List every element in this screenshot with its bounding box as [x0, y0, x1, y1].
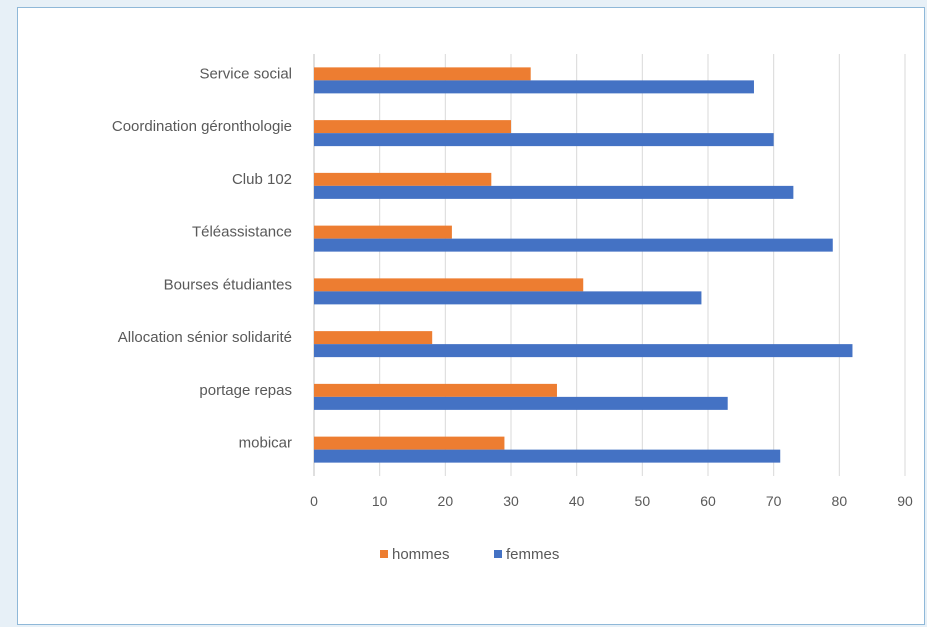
x-tick-label: 0: [310, 493, 318, 509]
category-label: mobicar: [239, 435, 292, 452]
bars: [314, 67, 853, 463]
bar-femmes: [314, 80, 754, 94]
bar-chart: Service social Coordination géronthologie…: [112, 54, 913, 563]
category-label: Allocation sénior solidarité: [118, 329, 292, 346]
legend-swatch: [380, 550, 388, 558]
x-tick-label: 20: [438, 493, 454, 509]
category-label: Téléassistance: [192, 224, 292, 241]
legend: hommes femmes: [380, 546, 559, 563]
x-tick-label: 90: [897, 493, 913, 509]
x-tick-labels: 0 10 20 30 40 50 60 70 80 90: [310, 493, 913, 509]
bar-hommes: [314, 172, 492, 186]
x-tick-label: 40: [569, 493, 585, 509]
bar-hommes: [314, 67, 531, 81]
bar-femmes: [314, 238, 833, 252]
bar-femmes: [314, 291, 702, 305]
bar-hommes: [314, 436, 505, 450]
bar-femmes: [314, 396, 728, 410]
category-label: Club 102: [232, 171, 292, 188]
gridlines: [313, 54, 906, 476]
x-tick-label: 10: [372, 493, 388, 509]
legend-label: hommes: [392, 546, 450, 563]
bar-femmes: [314, 133, 774, 147]
bar-femmes: [314, 449, 781, 463]
category-labels: Service social Coordination géronthologie…: [112, 65, 292, 451]
x-tick-label: 70: [766, 493, 782, 509]
x-tick-label: 80: [832, 493, 848, 509]
category-label: Coordination géronthologie: [112, 118, 292, 135]
category-label: portage repas: [199, 382, 292, 399]
bar-hommes: [314, 225, 452, 239]
chart-frame: Service social Coordination géronthologie…: [17, 7, 925, 625]
bar-hommes: [314, 331, 433, 345]
category-label: Service social: [199, 65, 292, 82]
bar-femmes: [314, 344, 853, 358]
legend-swatch: [494, 550, 502, 558]
bar-hommes: [314, 278, 584, 292]
x-tick-label: 60: [700, 493, 716, 509]
x-tick-label: 30: [503, 493, 519, 509]
bar-hommes: [314, 383, 557, 397]
bar-hommes: [314, 120, 511, 134]
x-tick-label: 50: [635, 493, 651, 509]
category-label: Bourses étudiantes: [164, 276, 292, 293]
bar-femmes: [314, 185, 794, 199]
legend-label: femmes: [506, 546, 559, 563]
